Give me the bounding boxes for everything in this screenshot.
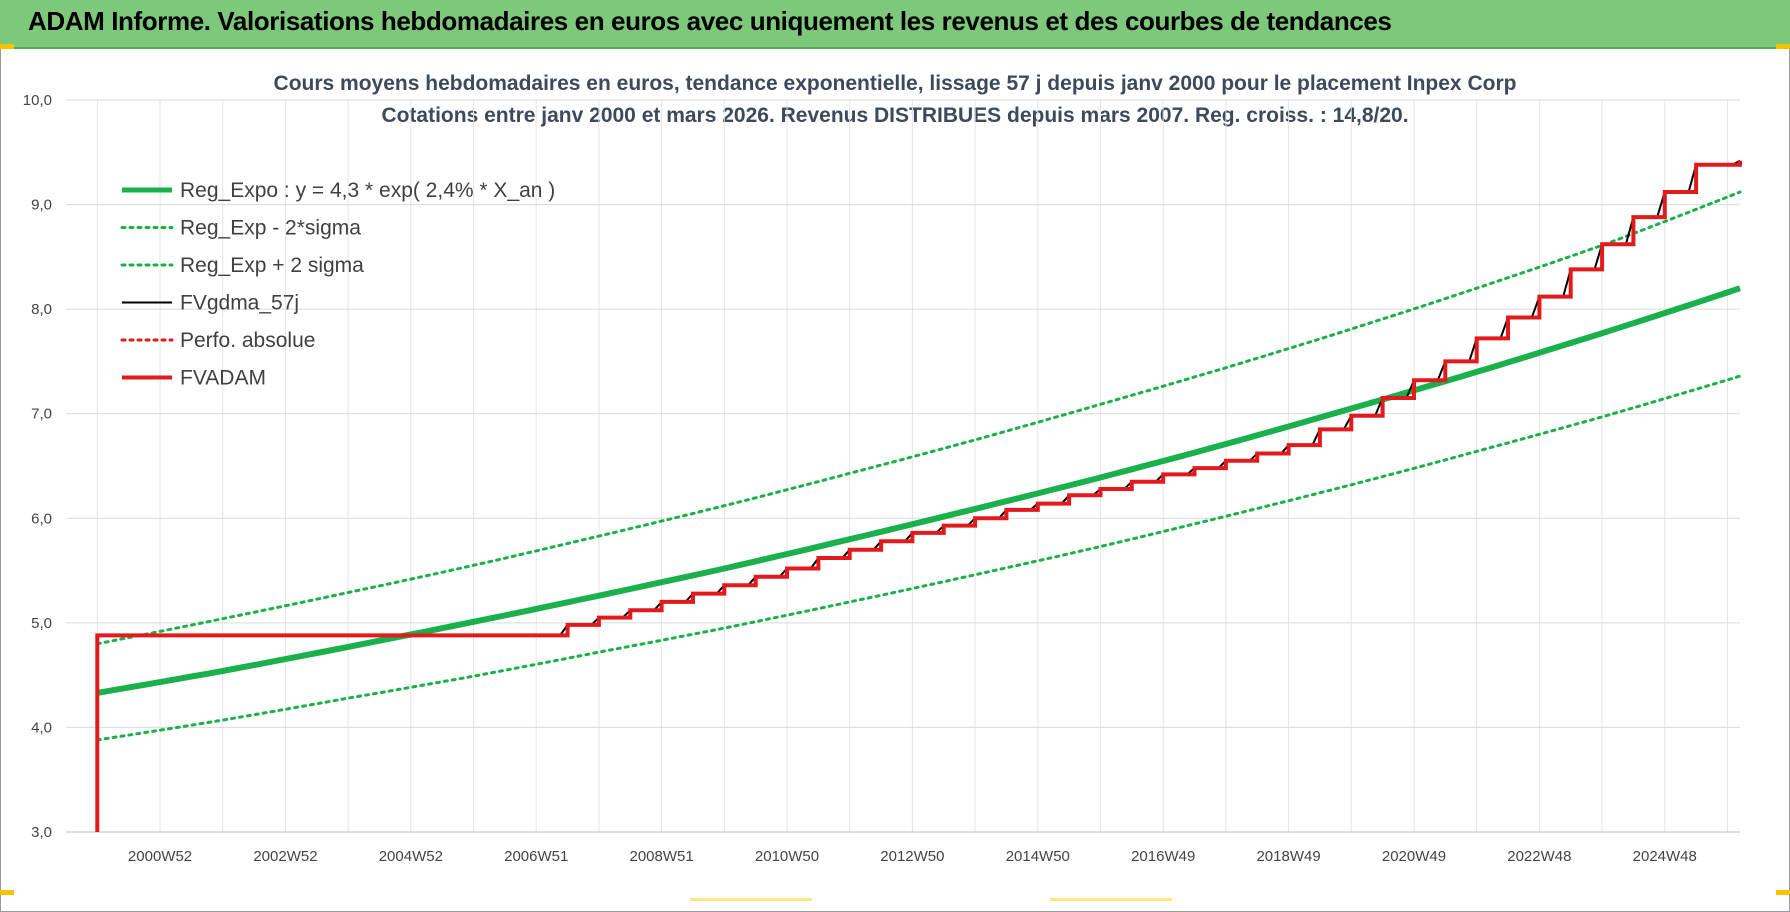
legend-label: FVADAM [180,367,266,390]
x-axis: 2000W52 2002W52 2004W52 2006W51 2008W51 2010W… [66,831,1740,865]
series-line [96,285,1741,696]
series-layer [95,159,1742,832]
x-tick-label: 2012W50 [880,848,944,865]
selection-mark [690,898,812,901]
x-tick-label: 2022W48 [1507,848,1571,865]
x-tick-label: 2006W51 [504,848,568,865]
y-tick-label: 10,0 [23,92,52,109]
legend-label: Reg_Expo : y = 4,3 * exp( 2,4% * X_an ) [180,179,555,202]
selection-mark [1050,898,1172,901]
y-tick-label: 8,0 [31,301,52,318]
x-tick-label: 2016W49 [1131,848,1195,865]
chart-title: Cours moyens hebdomadaires en euros, ten… [273,72,1517,95]
series-line [95,160,1742,832]
corner-mark-bottom-right [1776,890,1790,895]
legend-label: Reg_Exp + 2 sigma [180,254,364,277]
y-tick-label: 6,0 [31,510,52,527]
x-tick-label: 2004W52 [379,848,443,865]
y-tick-label: 9,0 [31,197,52,214]
x-tick-label: 2010W50 [755,848,819,865]
y-tick-label: 4,0 [31,719,52,736]
y-tick-label: 7,0 [31,406,52,423]
y-tick-label: 5,0 [31,615,52,632]
corner-mark-bottom-left [0,890,14,895]
corner-mark-top-left [0,44,14,49]
legend-label: FVgdma_57j [180,292,299,315]
legend-label: Perfo. absolue [180,329,315,352]
corner-mark-top-right [1776,44,1790,49]
x-tick-label: 2000W52 [128,848,192,865]
report-header: ADAM Informe. Valorisations hebdomadaire… [0,0,1790,49]
series-line [95,190,1742,646]
y-tick-label: 3,0 [31,824,52,841]
x-tick-label: 2018W49 [1256,848,1320,865]
legend-label: Reg_Exp - 2*sigma [180,217,361,240]
x-tick-label: 2002W52 [253,848,317,865]
x-tick-label: 2008W51 [630,848,694,865]
x-tick-label: 2024W48 [1633,848,1697,865]
report-title: ADAM Informe. Valorisations hebdomadaire… [28,6,1392,36]
grid [66,99,1740,833]
series-line [95,374,1742,742]
x-tick-label: 2014W50 [1006,848,1070,865]
y-axis: 3,0 4,0 5,0 6,0 7,0 8,0 9,0 10,0 [23,92,52,841]
chart-subtitle: Cotations entre janv 2000 et mars 2026. … [381,104,1409,127]
x-tick-label: 2020W49 [1382,848,1446,865]
legend: Reg_Expo : y = 4,3 * exp( 2,4% * X_an ) R… [120,179,555,390]
